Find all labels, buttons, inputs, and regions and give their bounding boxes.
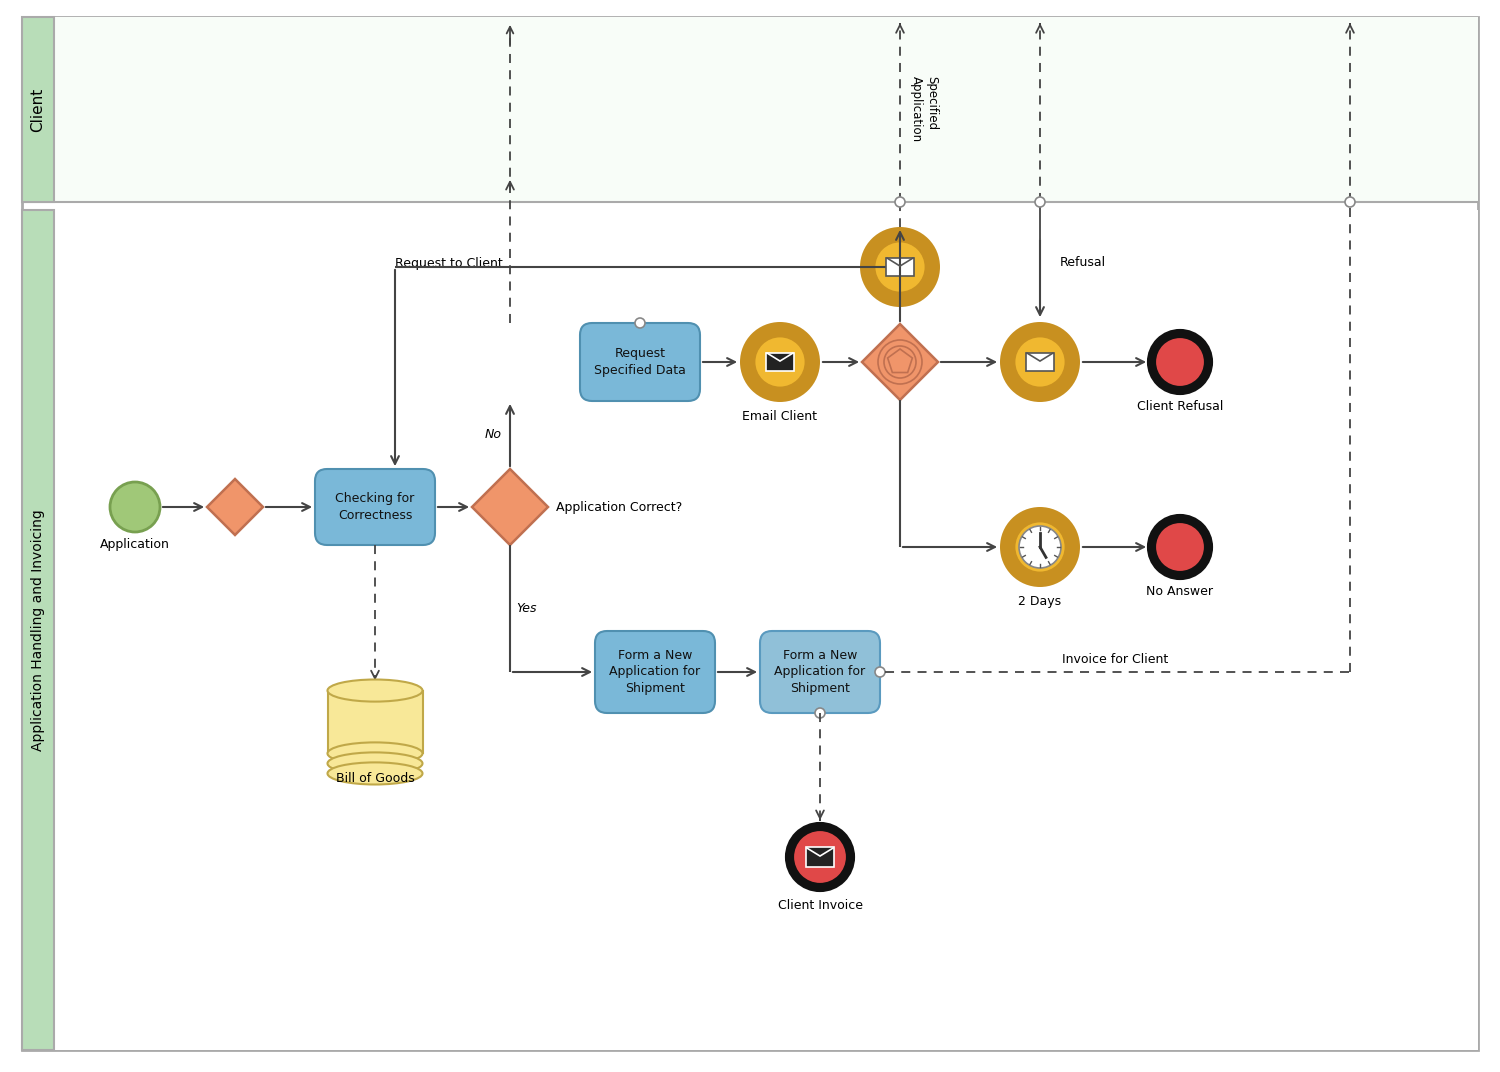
Ellipse shape xyxy=(327,753,423,774)
Text: 2 Days: 2 Days xyxy=(1019,595,1062,608)
FancyBboxPatch shape xyxy=(1026,353,1053,371)
Circle shape xyxy=(1019,526,1060,568)
Text: Yes: Yes xyxy=(516,602,537,615)
Text: Client Invoice: Client Invoice xyxy=(777,899,862,912)
Text: Invoice for Client: Invoice for Client xyxy=(1062,653,1168,666)
FancyBboxPatch shape xyxy=(596,631,716,713)
Circle shape xyxy=(1014,521,1066,574)
Text: Client: Client xyxy=(30,88,45,132)
FancyBboxPatch shape xyxy=(22,17,1478,1049)
Text: Form a New
Application for
Shipment: Form a New Application for Shipment xyxy=(774,649,865,695)
Circle shape xyxy=(1000,507,1080,587)
Circle shape xyxy=(1154,521,1206,574)
Text: Request
Specified Data: Request Specified Data xyxy=(594,347,686,376)
Text: Application: Application xyxy=(100,538,170,551)
Circle shape xyxy=(1014,336,1066,388)
Text: Request to Client: Request to Client xyxy=(394,256,502,269)
Text: Client Refusal: Client Refusal xyxy=(1137,400,1222,413)
Text: Specified
Application: Specified Application xyxy=(910,76,938,143)
Circle shape xyxy=(867,234,933,300)
Ellipse shape xyxy=(327,762,423,785)
Text: Checking for
Correctness: Checking for Correctness xyxy=(336,492,414,522)
Circle shape xyxy=(1035,197,1046,207)
Circle shape xyxy=(754,336,806,388)
Circle shape xyxy=(1007,513,1072,580)
Text: No: No xyxy=(484,429,502,442)
FancyBboxPatch shape xyxy=(886,257,914,277)
Circle shape xyxy=(110,482,160,532)
Circle shape xyxy=(1346,197,1354,207)
Circle shape xyxy=(1149,331,1210,393)
Circle shape xyxy=(747,329,813,394)
Text: Form a New
Application for
Shipment: Form a New Application for Shipment xyxy=(609,649,700,695)
Circle shape xyxy=(740,322,821,402)
Polygon shape xyxy=(207,479,262,535)
Circle shape xyxy=(634,318,645,328)
Text: No Answer: No Answer xyxy=(1146,585,1214,598)
Text: Bill of Goods: Bill of Goods xyxy=(336,773,414,786)
Text: Application Correct?: Application Correct? xyxy=(556,501,682,513)
Circle shape xyxy=(1149,516,1210,578)
Circle shape xyxy=(896,197,904,207)
Circle shape xyxy=(1154,336,1206,388)
FancyBboxPatch shape xyxy=(315,470,435,545)
FancyBboxPatch shape xyxy=(22,210,1478,1049)
Polygon shape xyxy=(862,324,938,400)
Circle shape xyxy=(1007,329,1072,394)
Circle shape xyxy=(874,667,885,678)
Circle shape xyxy=(874,241,926,293)
Text: Refusal: Refusal xyxy=(1060,256,1106,269)
FancyBboxPatch shape xyxy=(22,210,54,1049)
Circle shape xyxy=(792,829,847,885)
Circle shape xyxy=(815,708,825,718)
Circle shape xyxy=(859,227,940,307)
FancyBboxPatch shape xyxy=(580,323,700,401)
Polygon shape xyxy=(472,470,548,545)
FancyBboxPatch shape xyxy=(806,848,834,866)
Circle shape xyxy=(788,824,853,890)
Circle shape xyxy=(1000,322,1080,402)
Text: Email Client: Email Client xyxy=(742,410,818,423)
Ellipse shape xyxy=(327,680,423,701)
FancyBboxPatch shape xyxy=(22,17,1478,202)
FancyBboxPatch shape xyxy=(766,353,794,371)
FancyBboxPatch shape xyxy=(22,17,54,202)
Ellipse shape xyxy=(327,743,423,764)
FancyBboxPatch shape xyxy=(327,690,423,754)
Text: Application Handling and Invoicing: Application Handling and Invoicing xyxy=(32,509,45,750)
FancyBboxPatch shape xyxy=(760,631,880,713)
